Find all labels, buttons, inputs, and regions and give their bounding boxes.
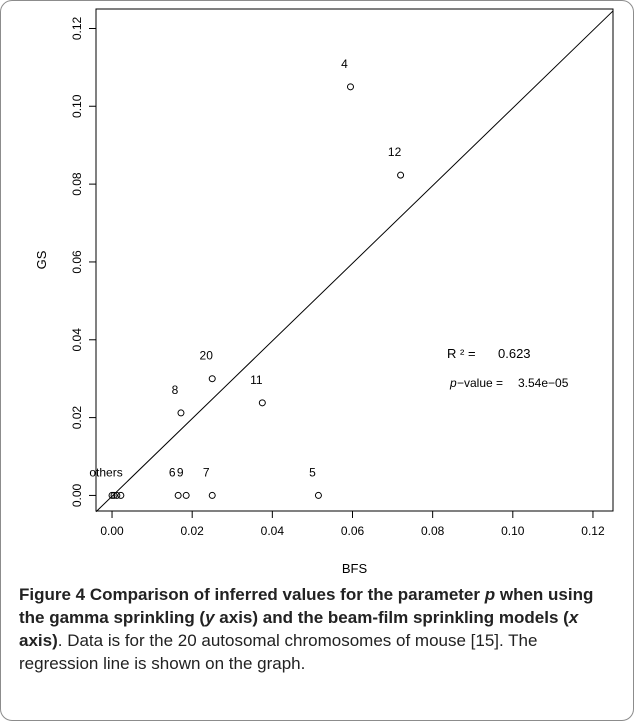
point-label: 12 <box>388 145 402 159</box>
points-layer: 4 12 20 8 11 6 9 7 5 others <box>89 57 405 499</box>
x-tick-label: 0.00 <box>100 524 124 538</box>
point-label: 9 <box>177 465 184 479</box>
data-point <box>314 491 322 499</box>
x-tick-label: 0.06 <box>341 524 365 538</box>
caption-title-4: axis) <box>19 631 58 650</box>
r2-label: R ² = <box>447 346 476 361</box>
point-label: others <box>89 465 122 479</box>
data-point <box>208 375 216 383</box>
x-axis: 0.00 0.02 0.04 0.06 0.08 0.10 0.12 <box>100 510 605 538</box>
caption-param-p: p <box>484 585 496 604</box>
data-point <box>346 83 354 91</box>
x-tick-label: 0.02 <box>181 524 205 538</box>
caption-title-1: Figure 4 Comparison of inferred values f… <box>19 585 485 604</box>
scatter-plot: 0.00 0.02 0.04 0.06 0.08 0.10 0.12 0.000.020.0… <box>34 8 614 576</box>
pvalue-p: p <box>449 376 457 390</box>
y-tick-label: 0.12 <box>70 16 84 40</box>
point-label: 11 <box>250 373 263 387</box>
caption-axis-y: y <box>205 608 215 627</box>
y-tick-label: 0.02 <box>70 406 84 430</box>
caption-title-2: when using the gamma sprinkling ( <box>19 585 594 627</box>
caption-body: . Data is for the 20 autosomal chromosom… <box>19 631 538 673</box>
point-label: 4 <box>341 57 348 71</box>
data-point <box>117 491 125 499</box>
data-point <box>174 491 182 499</box>
r2-value: 0.623 <box>498 346 531 361</box>
plot-area <box>95 8 614 512</box>
y-tick-label: 0.04 <box>70 328 84 352</box>
data-point <box>113 491 121 499</box>
point-label: 5 <box>309 465 316 479</box>
regression-line <box>95 10 614 513</box>
caption-title-3: axis) and the beam-film sprinkling model… <box>214 608 569 627</box>
x-tick-label: 0.04 <box>261 524 285 538</box>
data-point <box>182 491 190 499</box>
point-label: 7 <box>203 465 210 479</box>
point-label: 8 <box>172 383 179 397</box>
x-tick-label: 0.12 <box>581 524 605 538</box>
y-axis: 0.00 0.02 0.04 0.06 0.08 0.10 0.12 <box>70 16 97 507</box>
y-tick-label: 0.00 <box>70 483 84 507</box>
y-axis-label: GS <box>34 250 49 269</box>
y-tick-label: 0.06 <box>70 250 84 274</box>
data-point <box>208 491 216 499</box>
x-axis-label: BFS <box>342 561 368 576</box>
point-label: 6 <box>169 465 176 479</box>
r2-annotation: R ² = 0.623 <box>447 346 531 361</box>
pvalue-value: 3.54e−05 <box>518 376 569 390</box>
x-tick-label: 0.08 <box>421 524 445 538</box>
data-point <box>177 409 185 417</box>
y-tick-label: 0.08 <box>70 172 84 196</box>
point-label: 20 <box>200 349 214 363</box>
data-point <box>258 399 266 407</box>
pvalue-label: −value = <box>457 376 503 390</box>
x-tick-label: 0.10 <box>501 524 525 538</box>
y-tick-label: 0.10 <box>70 94 84 118</box>
data-point <box>110 491 118 499</box>
pvalue-annotation: p −value = 3.54e−05 <box>449 376 569 390</box>
figure-caption: Figure 4 Comparison of inferred values f… <box>19 583 619 675</box>
regression-layer <box>95 10 614 513</box>
data-point <box>108 491 116 499</box>
caption-axis-x: x <box>568 608 579 627</box>
data-point <box>397 171 405 179</box>
